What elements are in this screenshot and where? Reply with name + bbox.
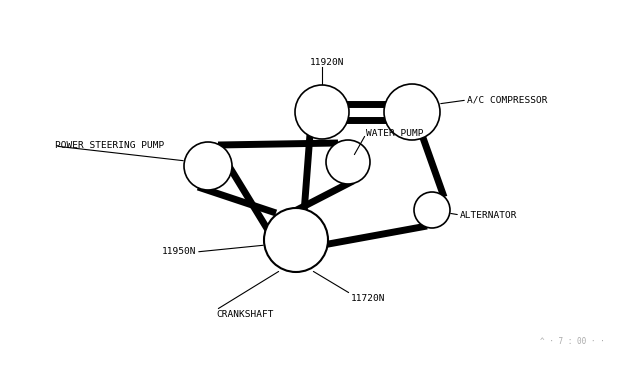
Text: WATER PUMP: WATER PUMP — [366, 129, 424, 138]
Text: ^ · 7 : 00 · ·: ^ · 7 : 00 · · — [540, 337, 605, 346]
Text: 11720N: 11720N — [351, 294, 385, 303]
Ellipse shape — [264, 208, 328, 272]
Ellipse shape — [414, 192, 450, 228]
Ellipse shape — [184, 142, 232, 190]
Ellipse shape — [326, 140, 370, 184]
Text: ALTERNATOR: ALTERNATOR — [460, 211, 518, 219]
Text: POWER STEERING PUMP: POWER STEERING PUMP — [55, 141, 164, 151]
Text: A/C COMPRESSOR: A/C COMPRESSOR — [467, 96, 547, 105]
Text: 11920N: 11920N — [310, 58, 344, 67]
Ellipse shape — [295, 85, 349, 139]
Text: CRANKSHAFT: CRANKSHAFT — [216, 310, 273, 319]
Text: 11950N: 11950N — [161, 247, 196, 257]
Ellipse shape — [384, 84, 440, 140]
